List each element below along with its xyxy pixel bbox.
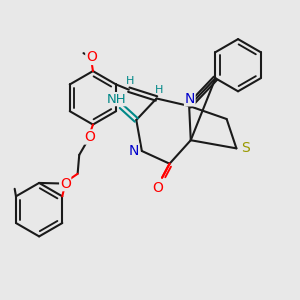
Text: H: H xyxy=(155,85,163,95)
Text: S: S xyxy=(241,141,250,155)
Text: O: O xyxy=(84,130,95,144)
Text: NH: NH xyxy=(107,93,127,106)
Text: O: O xyxy=(86,50,97,64)
Text: N: N xyxy=(128,144,139,158)
Text: H: H xyxy=(126,76,134,86)
Text: N: N xyxy=(184,92,195,106)
Text: O: O xyxy=(60,177,71,190)
Text: O: O xyxy=(153,181,164,195)
